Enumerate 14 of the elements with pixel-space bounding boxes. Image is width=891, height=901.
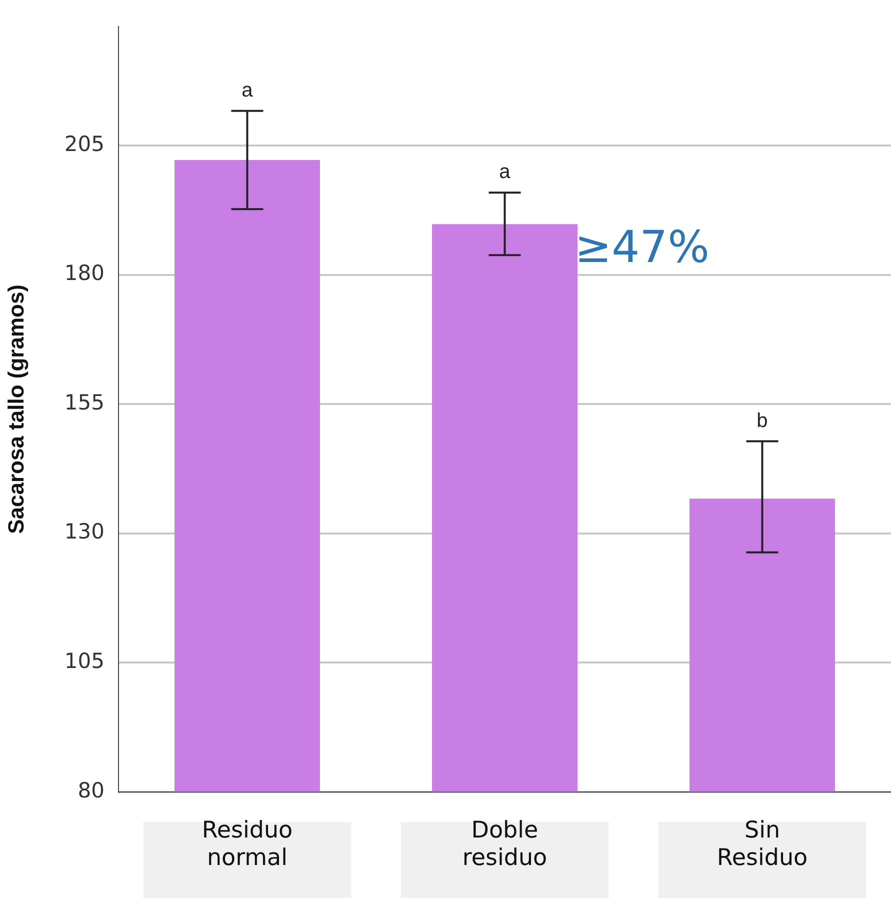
y-tick-label: 205 xyxy=(64,132,104,156)
y-tick-label: 105 xyxy=(64,648,104,673)
annotation: a xyxy=(499,161,512,184)
x-tick-label: Doble residuo xyxy=(462,818,548,872)
annotation: ≥47% xyxy=(574,222,710,273)
y-tick-label: 155 xyxy=(64,390,104,414)
x-tick-label: Sin Residuo xyxy=(716,818,808,872)
x-tick-label: Residuo normal xyxy=(202,818,293,872)
y-tick-label: 80 xyxy=(78,778,104,802)
annotation: b xyxy=(756,410,768,432)
y-tick-label: 180 xyxy=(64,261,104,286)
y-axis-title: Sacarosa tallo (gramos) xyxy=(3,284,28,534)
annotation: a xyxy=(242,79,254,102)
y-tick-label: 130 xyxy=(64,520,104,544)
